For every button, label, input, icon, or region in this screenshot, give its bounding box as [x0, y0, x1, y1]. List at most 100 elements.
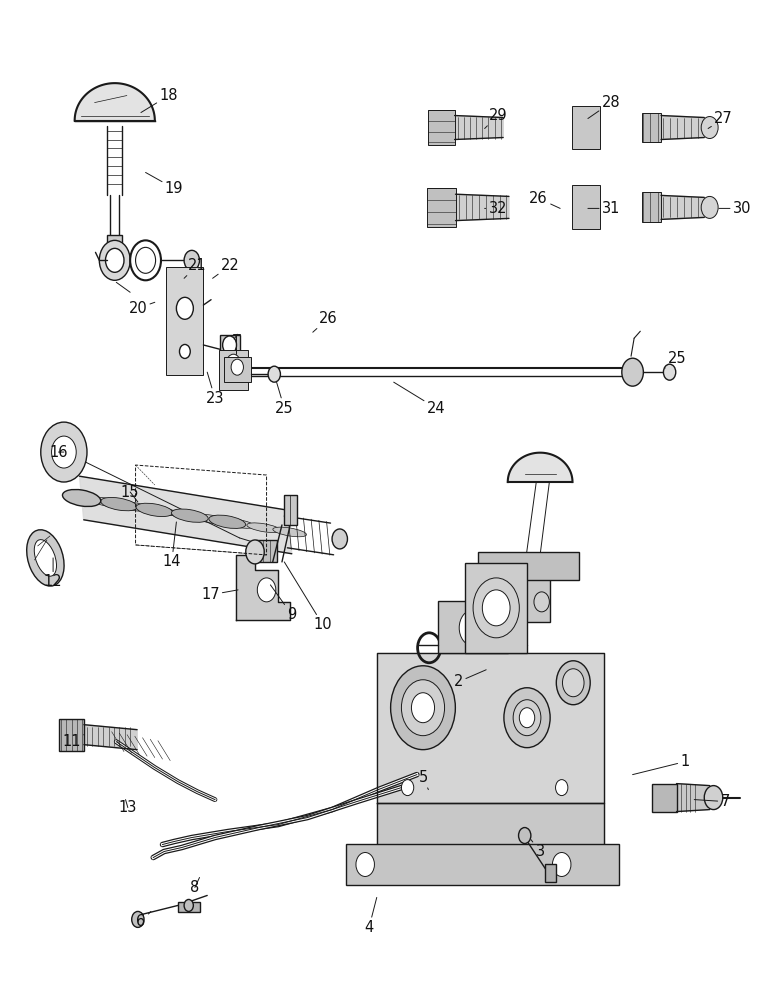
Circle shape: [508, 590, 527, 614]
Polygon shape: [661, 195, 704, 219]
Bar: [59, 719, 84, 751]
Text: 31: 31: [588, 201, 620, 216]
Circle shape: [704, 786, 723, 810]
Circle shape: [557, 661, 591, 705]
Circle shape: [701, 117, 718, 139]
Bar: [573, 185, 600, 229]
Polygon shape: [508, 453, 573, 482]
Circle shape: [268, 366, 280, 382]
Circle shape: [106, 248, 124, 272]
Polygon shape: [455, 116, 503, 140]
Text: 27: 27: [708, 111, 733, 129]
Bar: [178, 902, 199, 912]
Ellipse shape: [27, 530, 64, 586]
Text: 14: 14: [163, 522, 181, 569]
Text: 11: 11: [63, 734, 84, 749]
Text: 13: 13: [119, 800, 137, 815]
Bar: [466, 563, 527, 653]
Text: 17: 17: [201, 587, 238, 602]
Bar: [573, 106, 600, 149]
Polygon shape: [80, 476, 292, 554]
Text: 18: 18: [141, 88, 178, 113]
Text: 26: 26: [530, 191, 560, 208]
Ellipse shape: [63, 489, 100, 507]
Circle shape: [391, 666, 455, 750]
Bar: [500, 567, 550, 622]
Text: 2: 2: [454, 670, 486, 689]
Circle shape: [226, 354, 240, 372]
Bar: [256, 540, 277, 562]
Circle shape: [513, 700, 541, 736]
Bar: [283, 495, 297, 525]
Circle shape: [534, 592, 550, 612]
Text: 21: 21: [184, 258, 207, 278]
Text: 9: 9: [270, 585, 296, 622]
Ellipse shape: [91, 497, 124, 507]
Bar: [642, 192, 661, 222]
Text: 29: 29: [485, 108, 507, 129]
Polygon shape: [377, 803, 604, 848]
Bar: [642, 113, 661, 142]
Text: 24: 24: [394, 382, 445, 416]
Bar: [427, 188, 455, 227]
Text: 12: 12: [44, 558, 63, 589]
Text: 20: 20: [128, 301, 155, 316]
Circle shape: [663, 364, 676, 380]
Text: 3: 3: [531, 840, 545, 859]
Circle shape: [184, 250, 199, 270]
Bar: [438, 601, 508, 653]
Text: 23: 23: [205, 372, 224, 406]
Circle shape: [473, 578, 520, 638]
Polygon shape: [75, 83, 155, 121]
Polygon shape: [455, 194, 509, 221]
Circle shape: [701, 196, 718, 218]
Bar: [167, 267, 203, 375]
Circle shape: [519, 828, 531, 844]
Bar: [652, 784, 676, 812]
Text: 25: 25: [665, 351, 686, 368]
Bar: [479, 552, 579, 580]
Bar: [545, 864, 557, 882]
Ellipse shape: [209, 515, 245, 528]
Ellipse shape: [221, 519, 255, 528]
Bar: [220, 335, 239, 355]
Circle shape: [621, 358, 643, 386]
Circle shape: [411, 693, 435, 723]
Circle shape: [553, 853, 571, 876]
Circle shape: [245, 540, 264, 564]
Polygon shape: [84, 725, 137, 750]
Text: 4: 4: [364, 897, 377, 935]
Circle shape: [222, 336, 236, 354]
Circle shape: [179, 344, 190, 358]
Circle shape: [52, 436, 76, 468]
Text: 32: 32: [485, 201, 507, 216]
Ellipse shape: [100, 497, 137, 511]
Text: 26: 26: [313, 311, 337, 332]
Polygon shape: [377, 653, 604, 803]
Bar: [224, 357, 251, 382]
Ellipse shape: [247, 523, 280, 533]
Text: 5: 5: [418, 770, 428, 790]
Ellipse shape: [273, 527, 306, 537]
Circle shape: [556, 780, 568, 796]
Circle shape: [257, 578, 276, 602]
Text: 6: 6: [137, 911, 151, 929]
Text: 7: 7: [694, 794, 730, 809]
Ellipse shape: [171, 509, 208, 522]
Text: 1: 1: [632, 754, 689, 775]
Ellipse shape: [169, 510, 202, 520]
Circle shape: [482, 590, 510, 626]
Circle shape: [184, 899, 193, 911]
Text: 15: 15: [121, 485, 140, 502]
Text: 22: 22: [212, 258, 240, 278]
Circle shape: [176, 297, 193, 319]
Circle shape: [563, 669, 584, 697]
Circle shape: [401, 680, 445, 736]
Circle shape: [100, 240, 130, 280]
Text: 25: 25: [275, 382, 293, 416]
Text: 8: 8: [190, 877, 199, 895]
Ellipse shape: [136, 503, 173, 517]
Circle shape: [132, 911, 144, 927]
Circle shape: [401, 780, 414, 796]
Circle shape: [41, 422, 87, 482]
